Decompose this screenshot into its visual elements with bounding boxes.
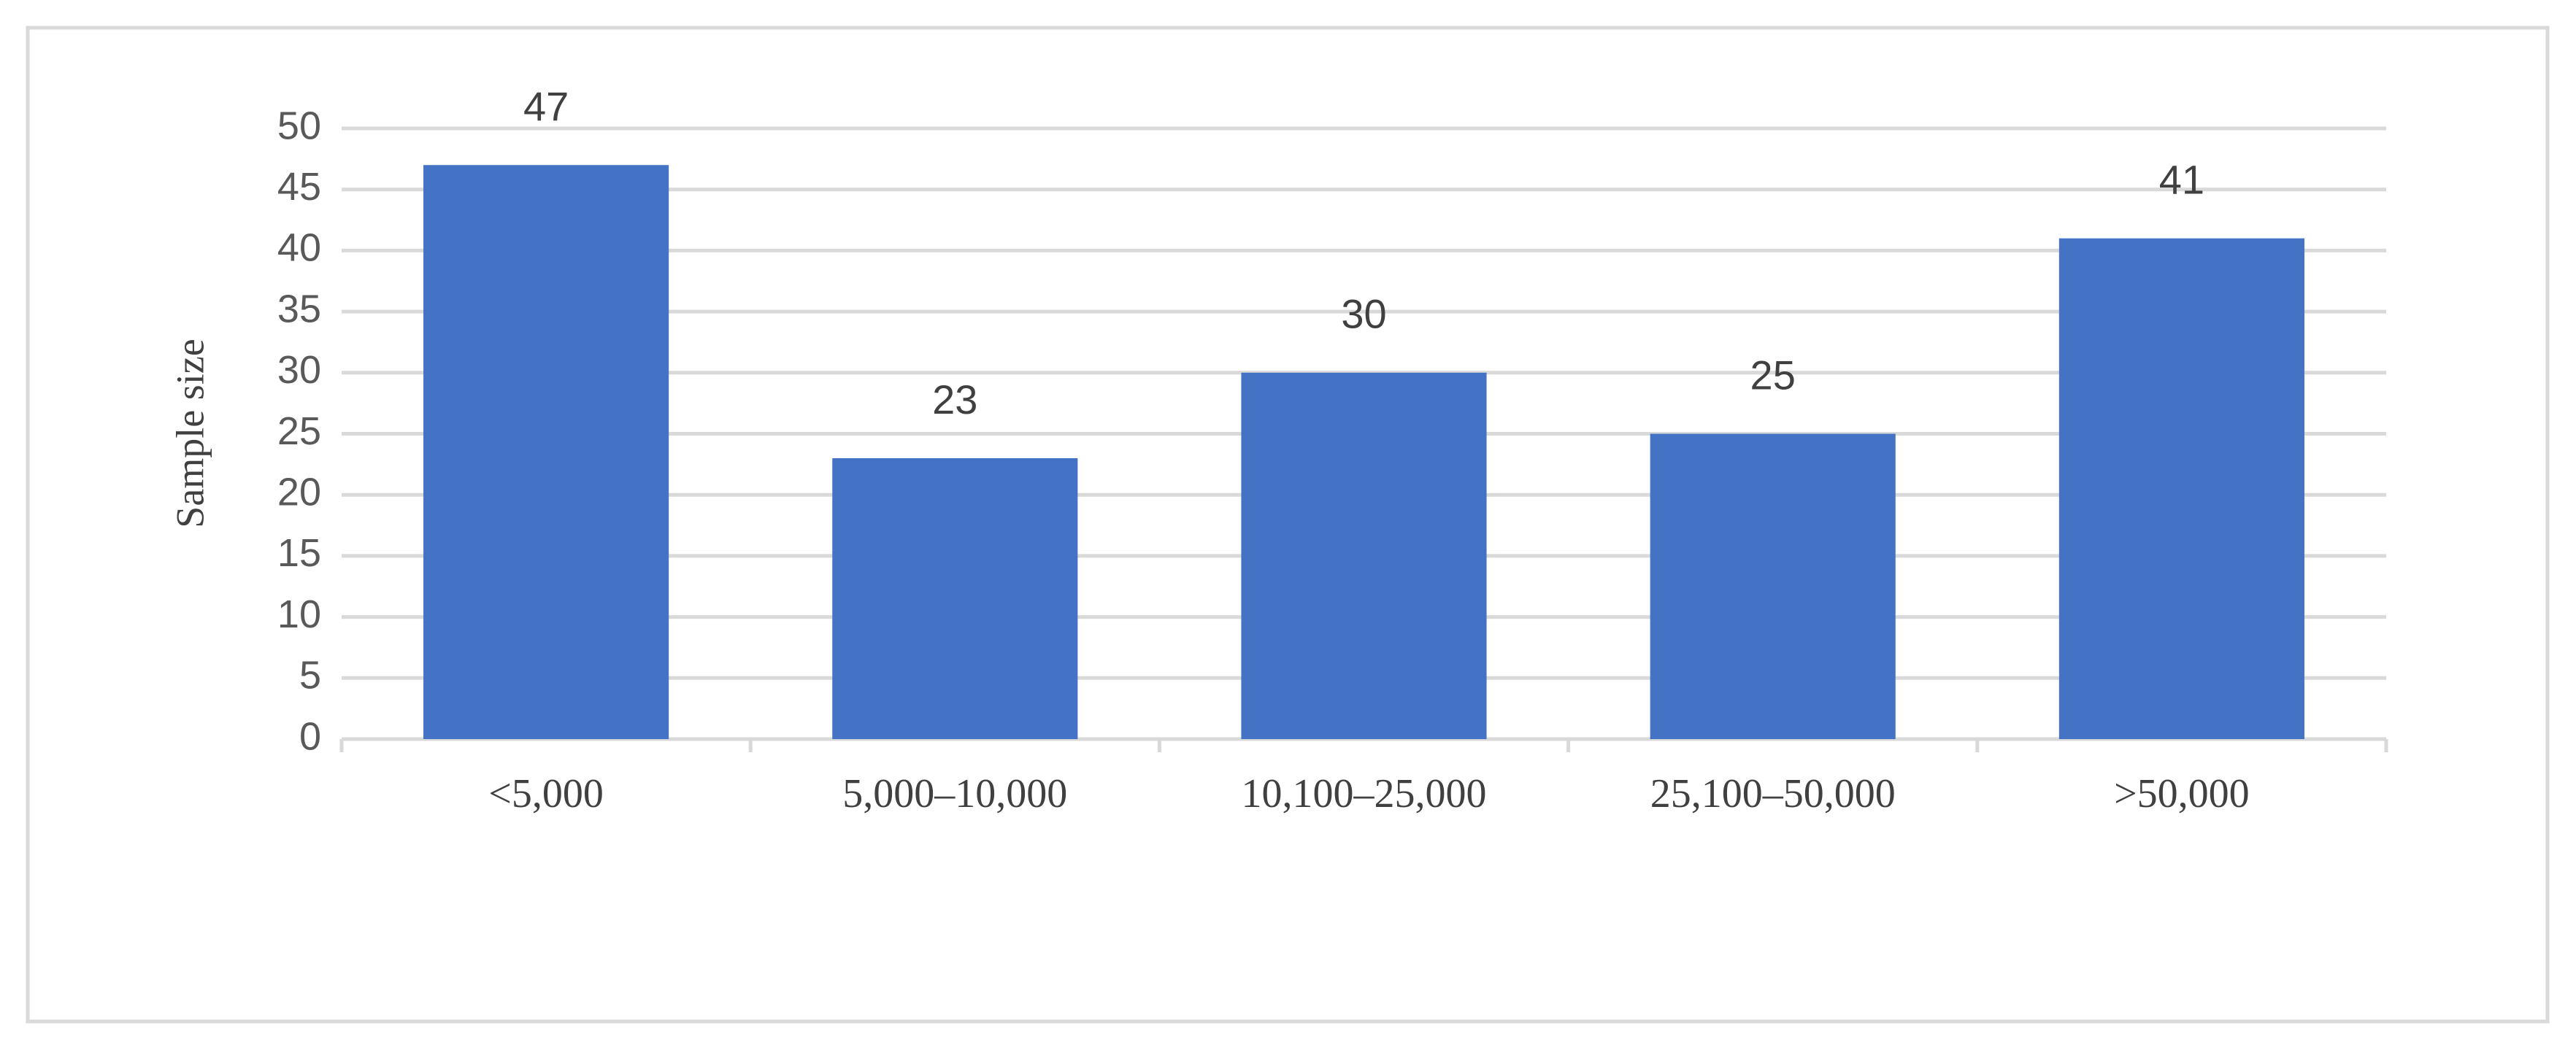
value-label: 23 <box>932 376 977 422</box>
x-tick-label: <5,000 <box>488 771 604 816</box>
y-tick-label: 5 <box>299 654 321 698</box>
y-axis-title: Sample size <box>168 339 212 528</box>
bar <box>832 457 1078 739</box>
y-tick-label: 20 <box>277 470 321 514</box>
bar <box>1650 433 1896 739</box>
bar <box>1241 372 1487 739</box>
x-tick-label: 5,000–10,000 <box>842 771 1067 816</box>
x-tick-label: >50,000 <box>2114 771 2250 816</box>
y-tick-label: 35 <box>277 287 321 331</box>
y-tick-label: 30 <box>277 348 321 392</box>
y-tick-label: 10 <box>277 592 321 636</box>
y-tick-label: 45 <box>277 165 321 209</box>
value-label: 25 <box>1750 352 1796 398</box>
y-tick-label: 25 <box>277 409 321 453</box>
value-label: 30 <box>1341 291 1386 337</box>
value-label: 41 <box>2159 156 2204 202</box>
y-tick-label: 0 <box>299 714 321 758</box>
x-tick-label: 10,100–25,000 <box>1242 771 1487 816</box>
value-label: 47 <box>523 83 569 129</box>
y-tick-label: 40 <box>277 226 321 270</box>
bar <box>423 165 669 740</box>
y-tick-label: 15 <box>277 531 321 575</box>
x-tick-label: 25,100–50,000 <box>1650 771 1896 816</box>
bar <box>2058 238 2304 739</box>
y-tick-label: 50 <box>277 104 321 147</box>
